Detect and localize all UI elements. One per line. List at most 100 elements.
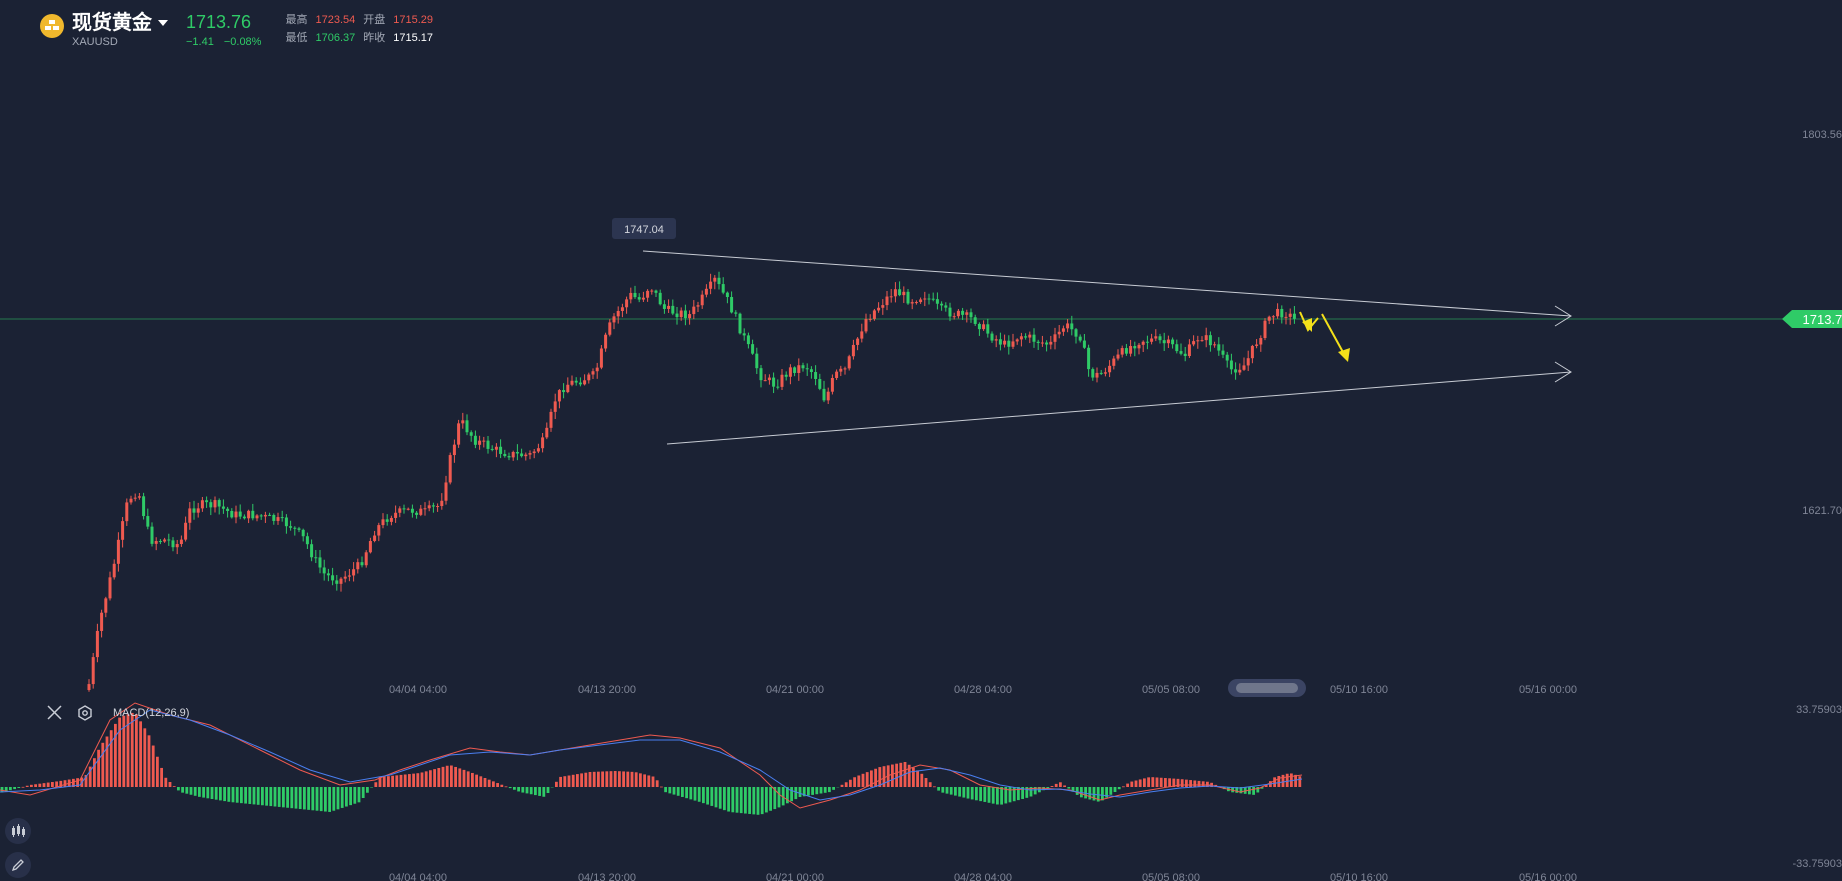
macd-bar: [181, 787, 184, 793]
close-icon[interactable]: [47, 705, 62, 720]
macd-bar: [748, 787, 751, 814]
candle-body: [276, 517, 280, 521]
candle-body: [969, 312, 973, 318]
indicator-tool-button[interactable]: [5, 818, 31, 844]
macd-bar: [1231, 787, 1234, 793]
candle-body: [331, 575, 335, 581]
candle-body: [1133, 346, 1137, 349]
macd-bar: [122, 715, 126, 787]
candle-body: [700, 294, 704, 306]
symbol-name-dropdown[interactable]: 现货黄金: [72, 10, 168, 36]
macd-bar: [916, 770, 919, 787]
candle-body: [1053, 334, 1057, 342]
candle-body: [457, 423, 461, 445]
candle-body: [259, 515, 263, 517]
macd-bar: [781, 787, 785, 806]
macd-axis-bottom: -33.75903: [1792, 858, 1842, 870]
macd-bar: [319, 787, 323, 812]
macd-bar: [487, 779, 491, 787]
candle-body: [860, 331, 864, 339]
candle-body: [268, 514, 272, 516]
macd-bar: [991, 787, 995, 804]
macd-bar: [151, 745, 155, 787]
candle-body: [835, 371, 839, 378]
macd-bar: [328, 787, 331, 812]
candle-body: [885, 296, 889, 306]
macd-bar: [954, 787, 957, 796]
macd-bar: [840, 784, 844, 787]
candle-body: [994, 339, 998, 341]
macd-bar: [177, 787, 180, 791]
candle-body: [919, 299, 923, 303]
macd-bar: [172, 786, 176, 787]
candle-body: [696, 305, 700, 307]
chevron-down-icon[interactable]: [158, 20, 168, 26]
candle-body: [452, 444, 456, 456]
candle-body: [877, 307, 881, 311]
macd-bar: [189, 787, 193, 795]
macd-bar: [93, 758, 96, 787]
macd-bar: [685, 787, 688, 799]
macd-bar: [0, 787, 4, 793]
macd-bar: [139, 721, 142, 787]
macd-bar: [1105, 787, 1108, 798]
candle-body: [1112, 358, 1116, 366]
candle-body: [965, 312, 969, 315]
candle-body: [1116, 354, 1120, 359]
candles-icon: [12, 824, 25, 837]
candle-body: [1095, 372, 1099, 378]
candle-body: [583, 380, 587, 385]
candle-body: [822, 388, 826, 401]
macd-bar: [815, 787, 819, 795]
candle-body: [557, 390, 561, 402]
macd-bar: [164, 777, 168, 787]
macd-bar: [605, 771, 609, 787]
candle-body: [545, 427, 549, 438]
macd-bar: [706, 787, 709, 805]
candle-body: [415, 512, 419, 515]
candle-body: [503, 453, 507, 457]
draw-tool-button[interactable]: [5, 852, 31, 878]
candle-body: [721, 284, 725, 293]
candle-body: [242, 516, 246, 519]
candle-body: [944, 305, 948, 308]
macd-bar: [1248, 787, 1251, 795]
candle-body: [310, 544, 314, 558]
candle-body: [188, 508, 192, 523]
settings-icon[interactable]: [78, 705, 92, 721]
macd-bar: [580, 773, 583, 787]
candle-body: [499, 446, 503, 454]
price-stats: 最高 1723.54 开盘 1715.29 最低 1706.37 昨收 1715…: [285, 13, 433, 45]
macd-bar: [538, 787, 541, 796]
macd-bar: [429, 770, 432, 787]
macd-bar: [525, 787, 529, 794]
candle-body: [175, 544, 179, 548]
macd-bar: [937, 787, 940, 791]
macd-bar: [160, 767, 163, 787]
macd-bar: [63, 780, 67, 787]
macd-bar: [1260, 787, 1264, 789]
macd-bar: [59, 780, 63, 787]
candle-body: [633, 292, 637, 298]
low-value: 1706.37: [315, 32, 356, 44]
macd-bar: [769, 787, 772, 811]
candle-body: [121, 521, 125, 540]
macd-bar: [1067, 787, 1071, 789]
candle-body: [1255, 344, 1259, 346]
candle-body: [154, 541, 158, 544]
candle-body: [427, 505, 431, 509]
candle-body: [301, 529, 305, 537]
macd-bar: [210, 787, 214, 799]
macd-bar: [773, 787, 777, 810]
candle-body: [851, 344, 855, 357]
candle-body: [133, 497, 137, 499]
candle-body: [889, 296, 893, 298]
macd-bar: [382, 776, 386, 787]
macd-bar: [38, 783, 42, 787]
macd-bar: [727, 787, 730, 812]
candle-body: [738, 313, 742, 334]
macd-bar: [277, 787, 281, 807]
candle-body: [625, 299, 629, 308]
macd-bar: [1281, 774, 1285, 787]
